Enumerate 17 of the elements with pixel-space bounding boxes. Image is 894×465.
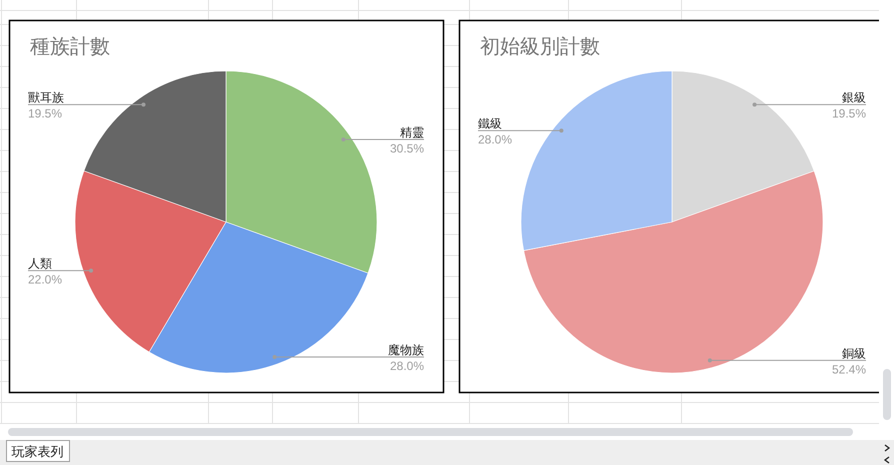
data-label: 52.4% bbox=[832, 362, 866, 376]
slice-label: 鐵級 bbox=[478, 116, 502, 131]
data-label: 30.5% bbox=[390, 142, 424, 156]
data-label: 22.0% bbox=[28, 272, 62, 287]
text: 玩家表列 bbox=[12, 444, 64, 459]
chart-title: 種族計數 bbox=[30, 36, 110, 58]
slice-label: 獸耳族 bbox=[28, 90, 64, 105]
chart-title: 初始級別計數 bbox=[480, 36, 600, 58]
slice-label: 魔物族 bbox=[388, 342, 424, 357]
slice-label: 銀級 bbox=[842, 90, 866, 105]
slice-label: 精靈 bbox=[400, 126, 424, 140]
data-label: 28.0% bbox=[478, 132, 512, 147]
data-label: 28.0% bbox=[390, 358, 424, 373]
data-label: 19.5% bbox=[832, 106, 866, 121]
slice-label: 人類 bbox=[28, 256, 52, 271]
data-label: 19.5% bbox=[28, 106, 62, 121]
slice-label: 銅級 bbox=[842, 346, 866, 360]
